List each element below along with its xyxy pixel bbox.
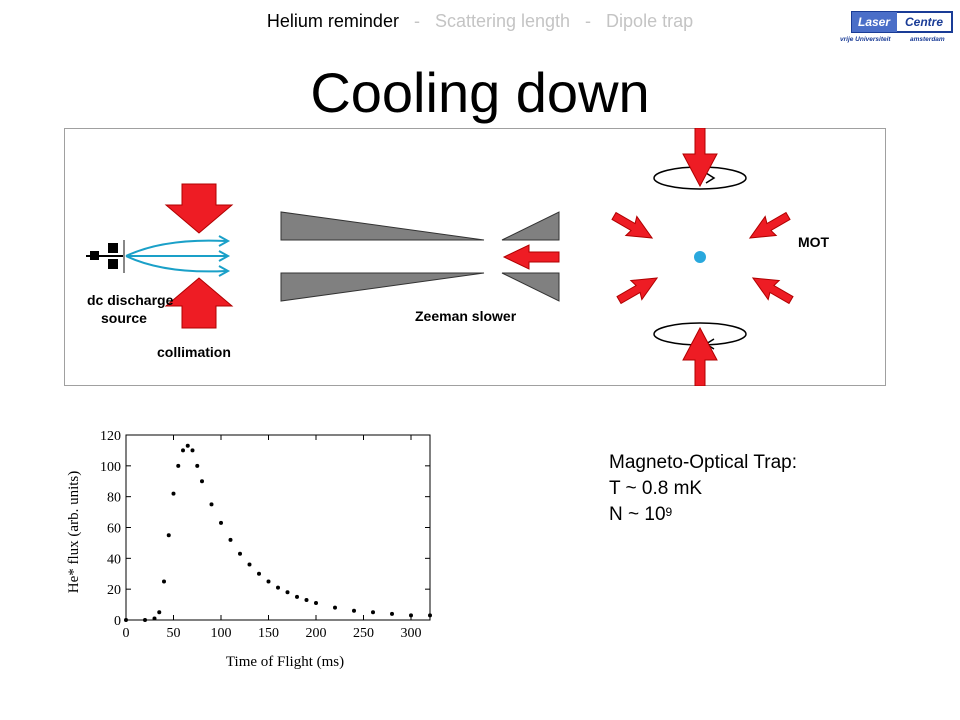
data-point — [285, 590, 290, 595]
zeeman-slower-lower-cone — [280, 272, 485, 302]
data-point — [352, 608, 356, 613]
data-point — [409, 613, 413, 618]
y-tick-label: 60 — [107, 522, 121, 537]
label-zeeman-slower: Zeeman slower — [415, 308, 517, 324]
trapped-atom-cloud — [694, 251, 706, 263]
mot-beam-arrow-lower-left — [616, 277, 659, 305]
cooling-setup-diagram: dc discharge source collimation Zeeman s… — [64, 128, 886, 386]
mot-beam-up-arrow — [682, 326, 718, 386]
laser-centre-logo: Laser Centre vrije Universiteit amsterda… — [840, 11, 953, 43]
y-tick-label: 120 — [100, 429, 121, 444]
section-nav: Helium reminder - Scattering length - Dipole… — [0, 11, 960, 32]
data-point — [428, 613, 432, 618]
x-tick-label: 150 — [258, 626, 279, 641]
x-tick-label: 0 — [123, 626, 130, 641]
data-point — [266, 579, 271, 584]
data-point — [176, 463, 181, 468]
slowing-laser-arrow — [502, 244, 560, 270]
nav-separator: - — [585, 11, 592, 31]
label-collimation: collimation — [157, 344, 231, 360]
data-point — [371, 610, 375, 615]
x-tick-label: 50 — [167, 626, 181, 641]
label-source: source — [101, 310, 147, 326]
data-point — [247, 562, 252, 567]
y-tick-label: 0 — [114, 614, 121, 629]
data-point — [209, 502, 214, 507]
label-mot: MOT — [798, 234, 830, 250]
data-point — [257, 571, 261, 576]
data-point — [190, 448, 195, 453]
data-point — [157, 610, 162, 615]
data-point — [200, 479, 204, 484]
mot-info-temperature: T ~ 0.8 mK — [609, 478, 703, 499]
slower-exit-lower-cone — [501, 272, 560, 302]
y-tick-label: 80 — [107, 491, 121, 506]
logo-word-centre: Centre — [905, 15, 943, 29]
data-point — [333, 605, 337, 610]
mot-info: Magneto-Optical Trap: T ~ 0.8 mK N ~ 109 — [609, 450, 797, 528]
data-point — [152, 616, 157, 621]
data-point — [185, 443, 190, 448]
data-point — [195, 463, 200, 468]
mot-beam-down-arrow — [682, 128, 718, 188]
zeeman-slower-upper-cone — [280, 211, 485, 241]
data-point — [390, 611, 394, 616]
page-title: Cooling down — [310, 61, 650, 124]
discharge-source-icon — [86, 240, 125, 273]
mot-beam-arrow-upper-right — [748, 211, 791, 239]
data-point — [166, 533, 171, 538]
logo-word-laser: Laser — [858, 15, 891, 29]
data-point — [238, 551, 242, 556]
mot-beam-arrow-lower-right — [751, 277, 794, 305]
data-point — [124, 618, 128, 622]
collimation-arrow-up — [164, 277, 234, 329]
x-tick-label: 250 — [353, 626, 374, 641]
label-dc-discharge: dc discharge — [87, 292, 174, 308]
slower-exit-upper-cone — [501, 211, 560, 241]
mot-info-heading: Magneto-Optical Trap: — [609, 452, 797, 473]
data-point — [304, 597, 309, 602]
mot-beam-arrow-upper-left — [611, 211, 654, 239]
data-point — [314, 601, 318, 606]
plot-x-axis-label: Time of Flight (ms) — [226, 654, 344, 670]
logo-university: vrije Universiteit — [840, 36, 891, 43]
time-of-flight-plot: 0 50 100 150 200 250 300 0 20 40 60 80 100 120 Time o… — [66, 429, 432, 670]
nav-item-helium-reminder[interactable]: Helium reminder — [266, 11, 399, 31]
data-point — [162, 579, 166, 584]
y-tick-label: 20 — [107, 583, 121, 598]
data-point — [228, 537, 233, 542]
logo-city: amsterdam — [910, 36, 945, 43]
mot-info-number: N ~ 109 — [609, 502, 797, 528]
x-tick-label: 100 — [211, 626, 232, 641]
atomic-beam-lines — [125, 235, 231, 277]
y-tick-label: 40 — [107, 552, 121, 567]
plot-data-points — [124, 443, 432, 622]
plot-frame — [125, 434, 431, 621]
data-point — [143, 618, 147, 622]
plot-y-axis-label: He* flux (arb. units) — [66, 471, 82, 593]
data-point — [276, 585, 280, 590]
x-tick-label: 300 — [401, 626, 422, 641]
collimation-arrow-down — [164, 183, 234, 234]
data-point — [171, 491, 176, 496]
nav-item-dipole-trap[interactable]: Dipole trap — [606, 11, 694, 31]
nav-item-scattering-length[interactable]: Scattering length — [434, 11, 571, 31]
data-point — [295, 594, 299, 599]
mot-info-number-base: N ~ 10 — [609, 504, 666, 525]
data-point — [219, 520, 223, 525]
y-tick-label: 100 — [100, 460, 121, 475]
x-tick-label: 200 — [306, 626, 327, 641]
plot-axes: 0 50 100 150 200 250 300 0 20 40 60 80 100 120 — [100, 429, 431, 641]
mot-info-number-exponent: 9 — [665, 505, 673, 519]
data-point — [181, 448, 185, 453]
nav-separator: - — [413, 11, 420, 31]
